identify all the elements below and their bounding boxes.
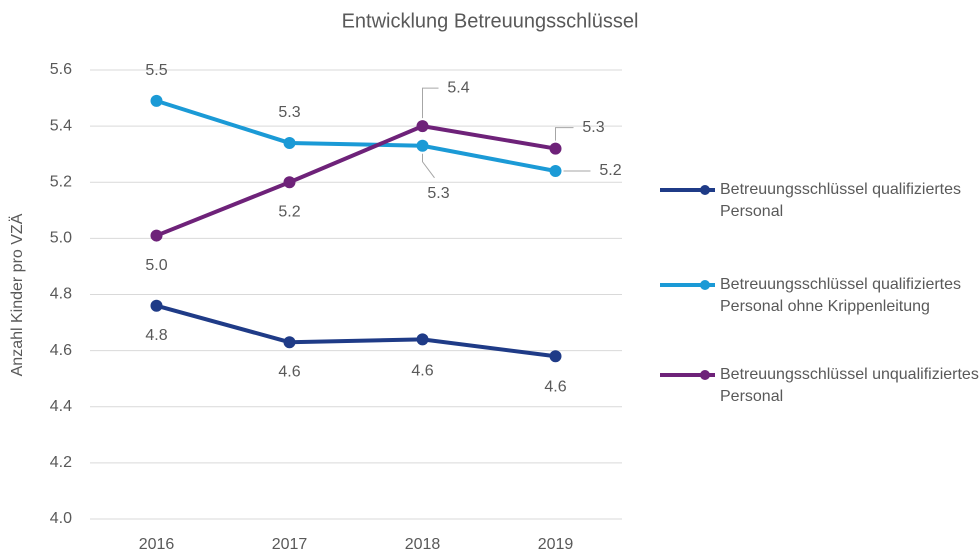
y-axis-label: Anzahl Kinder pro VZÄ	[8, 213, 26, 376]
data-label: 4.6	[278, 363, 300, 380]
y-tick-label: 5.4	[50, 117, 72, 134]
series-line	[155, 303, 556, 359]
chart-title: Entwicklung Betreuungsschlüssel	[342, 10, 639, 32]
data-label: 4.6	[411, 363, 433, 380]
y-tick-label: 5.2	[50, 173, 72, 190]
data-label: 5.3	[582, 119, 604, 136]
data-label: 5.2	[278, 203, 300, 220]
leader-line	[422, 153, 435, 179]
data-label: 5.2	[599, 162, 621, 179]
series-line	[155, 124, 556, 238]
point	[549, 165, 562, 178]
y-tick-label: 5.0	[50, 230, 72, 247]
data-label: 5.4	[447, 79, 469, 96]
y-tick-label: 4.4	[50, 398, 72, 415]
legend-marker	[700, 370, 710, 380]
legend-marker	[700, 185, 710, 195]
legend-label: Betreuungsschlüssel qualifiziertes Perso…	[720, 181, 962, 220]
point	[549, 142, 562, 155]
series-line	[155, 98, 556, 173]
x-tick-label: 2019	[538, 536, 574, 553]
data-label: 5.3	[278, 104, 300, 121]
point	[150, 94, 163, 107]
data-label: 5.5	[145, 62, 167, 79]
y-tick-label: 5.6	[50, 61, 72, 78]
y-tick-label: 4.2	[50, 454, 72, 471]
point	[549, 350, 562, 363]
legend-marker	[700, 280, 710, 290]
x-tick-label: 2017	[272, 536, 308, 553]
data-label: 5.3	[427, 185, 449, 202]
data-label: 4.6	[544, 378, 566, 395]
x-tick-label: 2018	[405, 536, 441, 553]
point	[283, 336, 296, 349]
data-label: 4.8	[145, 327, 167, 344]
leader-line	[422, 87, 439, 119]
y-tick-label: 4.6	[50, 342, 72, 359]
legend-label: Betreuungsschlüssel qualifiziertes Perso…	[720, 276, 962, 315]
point	[283, 176, 296, 189]
legend-label: Betreuungsschlüssel unqualifiziertes Per…	[720, 366, 979, 405]
point	[416, 139, 429, 152]
y-tick-label: 4.0	[50, 510, 72, 527]
x-tick-label: 2016	[139, 536, 175, 553]
leader-line	[555, 127, 574, 141]
point	[416, 120, 429, 133]
y-tick-label: 4.8	[50, 286, 72, 303]
point	[416, 333, 429, 346]
point	[283, 136, 296, 149]
data-label: 5.0	[145, 257, 167, 274]
point	[150, 299, 163, 312]
point	[150, 229, 163, 242]
